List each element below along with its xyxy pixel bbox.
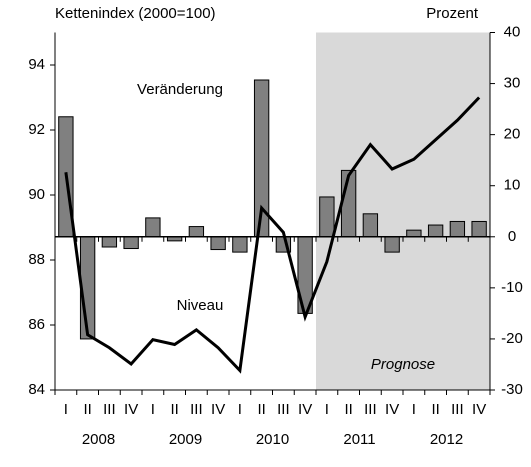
y-tick-label: 94 [28, 56, 45, 73]
y2-tick-label: -30 [501, 381, 523, 398]
y2-tick-label: 40 [504, 23, 521, 40]
y2-tick-label: 10 [504, 177, 521, 194]
year-label: 2011 [343, 431, 375, 448]
y-tick-label: 92 [28, 121, 45, 138]
y-tick-label: 88 [28, 251, 45, 268]
x-tick-label: III [451, 401, 464, 418]
x-tick-label: III [277, 401, 290, 418]
year-label: 2008 [82, 431, 115, 448]
x-tick-label: II [170, 401, 178, 418]
x-tick-label: I [64, 401, 68, 418]
series-label: Veränderung [137, 81, 223, 98]
bar [449, 220, 466, 238]
x-tick-label: II [431, 401, 439, 418]
y2-tick-label: 0 [508, 228, 516, 245]
x-tick-label: I [151, 401, 155, 418]
y-tick-label: 86 [28, 316, 45, 333]
x-tick-label: II [344, 401, 352, 418]
x-tick-label: IV [124, 401, 138, 418]
bar [145, 217, 161, 238]
x-tick-label: III [364, 401, 377, 418]
y-axis-title: Kettenindex (2000=100) [55, 5, 216, 22]
y-tick-label: 90 [28, 186, 45, 203]
line [64, 96, 481, 374]
bar [427, 224, 444, 238]
bar [319, 196, 335, 238]
x-tick-label: IV [211, 401, 225, 418]
y2-tick-label: -10 [501, 279, 523, 296]
forecast-label: Prognose [371, 356, 435, 373]
bar [384, 236, 400, 253]
x-tick-label: IV [385, 401, 399, 418]
x-tick-label: II [257, 401, 265, 418]
y2-tick-label: -20 [501, 330, 523, 347]
bar [188, 226, 205, 238]
year-label: 2010 [256, 431, 289, 448]
x-tick-label: III [103, 401, 116, 418]
y-tick-label: 84 [28, 381, 45, 398]
year-label: 2009 [169, 431, 202, 448]
x-tick-label: IV [298, 401, 312, 418]
bar [362, 213, 379, 238]
y2-axis-title: Prozent [426, 5, 479, 22]
bar [101, 236, 118, 248]
x-tick-label: I [412, 401, 416, 418]
bar [123, 236, 139, 250]
x-tick-label: II [83, 401, 91, 418]
x-tick-label: I [325, 401, 329, 418]
year-label: 2012 [430, 431, 463, 448]
bar [232, 236, 248, 253]
x-tick-label: III [190, 401, 203, 418]
series-label: Niveau [177, 297, 224, 314]
y2-tick-label: 30 [504, 75, 521, 92]
bar [210, 236, 226, 251]
x-tick-label: I [238, 401, 242, 418]
x-tick-label: IV [472, 401, 486, 418]
y2-tick-label: 20 [504, 126, 521, 143]
bar [471, 220, 487, 238]
bar [406, 229, 422, 238]
